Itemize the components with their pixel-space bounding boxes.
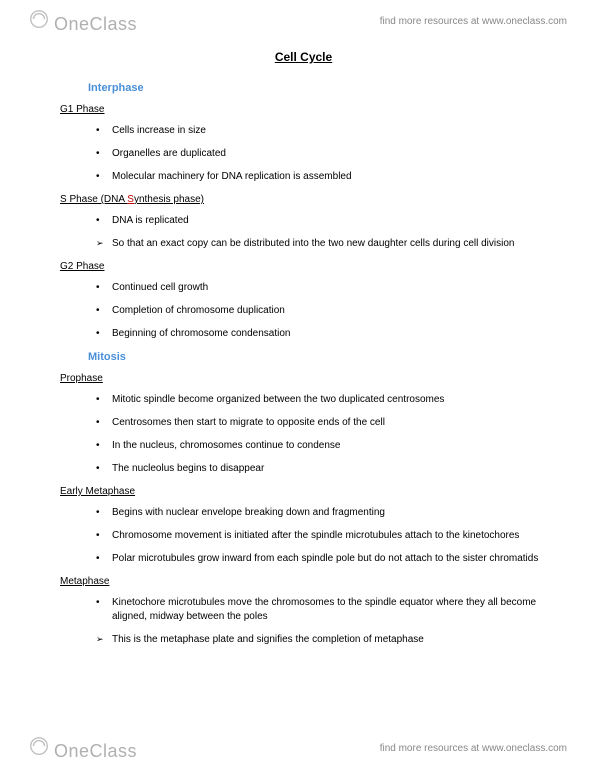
- brand-logo-footer: OneClass: [28, 735, 137, 762]
- logo-icon: [28, 8, 50, 30]
- list-item: Centrosomes then start to migrate to opp…: [96, 416, 547, 430]
- document-title: Cell Cycle: [60, 50, 547, 64]
- bullet-list: DNA is replicated So that an exact copy c…: [96, 214, 547, 251]
- bullet-list: Kinetochore microtubules move the chromo…: [96, 596, 547, 647]
- document-body: Cell Cycle Interphase G1 Phase Cells incre…: [60, 50, 547, 720]
- bullet-list: Mitotic spindle become organized between…: [96, 393, 547, 476]
- list-item: DNA is replicated: [96, 214, 547, 228]
- header-tagline: find more resources at www.oneclass.com: [380, 16, 567, 27]
- list-item: Continued cell growth: [96, 281, 547, 295]
- subsection-title: Early Metaphase: [60, 486, 547, 497]
- subsection-title: G1 Phase: [60, 104, 547, 115]
- list-item: Kinetochore microtubules move the chromo…: [96, 596, 547, 624]
- page-header: OneClass find more resources at www.onec…: [0, 0, 595, 43]
- logo-text: OneClass: [54, 14, 137, 35]
- bullet-list: Continued cell growth Completion of chrom…: [96, 281, 547, 341]
- list-item: Completion of chromosome duplication: [96, 304, 547, 318]
- section-heading: Interphase: [88, 82, 547, 94]
- page-footer: OneClass find more resources at www.onec…: [0, 727, 595, 770]
- list-item: Beginning of chromosome condensation: [96, 327, 547, 341]
- list-item: Mitotic spindle become organized between…: [96, 393, 547, 407]
- list-item: So that an exact copy can be distributed…: [96, 237, 547, 251]
- bullet-list: Cells increase in size Organelles are dup…: [96, 124, 547, 184]
- bullet-list: Begins with nuclear envelope breaking do…: [96, 506, 547, 566]
- footer-tagline: find more resources at www.oneclass.com: [380, 743, 567, 754]
- brand-logo: OneClass: [28, 8, 137, 35]
- logo-text-footer: OneClass: [54, 741, 137, 762]
- list-item: This is the metaphase plate and signifie…: [96, 633, 547, 647]
- list-item: Organelles are duplicated: [96, 147, 547, 161]
- section-heading: Mitosis: [88, 351, 547, 363]
- list-item: The nucleolus begins to disappear: [96, 462, 547, 476]
- list-item: Cells increase in size: [96, 124, 547, 138]
- list-item: Polar microtubules grow inward from each…: [96, 552, 547, 566]
- subsection-title: Prophase: [60, 373, 547, 384]
- list-item: Begins with nuclear envelope breaking do…: [96, 506, 547, 520]
- subsection-title: S Phase (DNA Synthesis phase): [60, 194, 547, 205]
- list-item: Molecular machinery for DNA replication …: [96, 170, 547, 184]
- list-item: Chromosome movement is initiated after t…: [96, 529, 547, 543]
- subsection-title: Metaphase: [60, 576, 547, 587]
- sections-container: Interphase G1 Phase Cells increase in size…: [60, 82, 547, 647]
- subsection-title: G2 Phase: [60, 261, 547, 272]
- logo-icon: [28, 735, 50, 757]
- list-item: In the nucleus, chromosomes continue to …: [96, 439, 547, 453]
